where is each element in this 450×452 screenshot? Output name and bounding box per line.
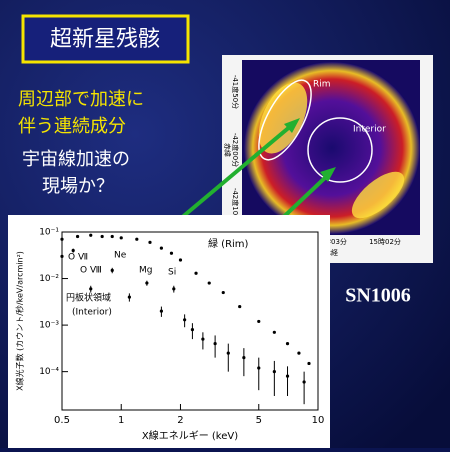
series-label: 円板状領域 (66, 292, 111, 304)
annotation: Mg (139, 266, 152, 276)
data-point (100, 234, 104, 239)
data-point (110, 268, 114, 272)
rim-bright (351, 171, 405, 219)
y-axis-label: X線光子数 (カウント/秒/keV/arcmin²) (15, 251, 25, 391)
data-point (207, 281, 211, 285)
object-name: SN1006 (345, 285, 411, 307)
data-point (201, 337, 205, 341)
data-point (183, 318, 187, 322)
label: Interior (353, 125, 386, 135)
chart-panel (8, 215, 330, 448)
text-line: 周辺部で加速に (18, 89, 144, 110)
data-point (110, 234, 114, 239)
label: Rim (313, 80, 331, 90)
data-point (272, 370, 276, 374)
data-point (71, 248, 75, 253)
data-point (89, 287, 93, 291)
dec-label: 赤緯 (223, 143, 232, 157)
data-point (127, 295, 131, 299)
x-tick-label: 10 (312, 415, 325, 426)
annotation: O Ⅷ (80, 266, 102, 276)
data-point (257, 366, 261, 370)
dec-tick: -42度00分 (231, 133, 240, 167)
y-tick-label: 10⁻² (39, 274, 59, 284)
title-box (21, 14, 190, 64)
arrow-head (284, 118, 300, 133)
data-point (302, 380, 306, 384)
data-point (60, 237, 64, 241)
x-tick-label: 2 (177, 415, 183, 426)
x-tick-label: 0.5 (54, 415, 70, 426)
dec-tick: -41度50分 (231, 75, 240, 109)
data-point (257, 319, 261, 324)
data-point (135, 237, 139, 241)
y-tick-label: 10⁻⁴ (39, 367, 59, 377)
ra-tick: 15時03分 (315, 237, 347, 246)
data-point (221, 290, 225, 295)
data-point (169, 251, 174, 255)
ra-label: 赤経 (324, 248, 338, 257)
annotation: Ne (114, 251, 127, 261)
data-point (238, 304, 242, 309)
y-tick-label: 10⁻³ (39, 321, 59, 331)
text-line: 宇宙線加速の (22, 149, 130, 170)
data-point (145, 281, 149, 285)
y-tick-label: 10⁻¹ (39, 228, 59, 238)
data-point (172, 287, 176, 291)
data-point (75, 234, 80, 239)
text-line: 現場か？ (42, 176, 114, 197)
data-point (148, 240, 152, 244)
arrow-head (320, 167, 336, 182)
rim-bright (258, 82, 308, 154)
data-point (272, 330, 276, 334)
text-line: 伴う連続成分 (18, 116, 126, 137)
data-point (297, 351, 301, 355)
data-point (285, 374, 290, 378)
dec-tick: -42度10分 (231, 188, 240, 222)
rim-region (258, 79, 312, 161)
data-point (89, 233, 93, 237)
series-label: 緑 (Rim) (208, 237, 249, 250)
data-point (178, 258, 183, 262)
data-point (226, 351, 230, 355)
data-point (159, 246, 163, 250)
data-point (285, 342, 290, 346)
x-axis-label: X線エネルギー (keV) (142, 429, 238, 442)
data-point (60, 254, 64, 258)
data-point (190, 328, 195, 332)
data-point (194, 271, 198, 275)
x-tick-label: 1 (118, 415, 124, 426)
annotation: Si (168, 268, 176, 278)
x-tick-label: 5 (256, 415, 262, 426)
interior-region (307, 117, 373, 183)
data-point (119, 236, 123, 240)
annotation: O Ⅶ (68, 253, 88, 263)
data-point (213, 342, 217, 346)
data-point (159, 309, 163, 313)
title: 超新星残骸 (50, 27, 160, 52)
plot-frame (61, 231, 319, 411)
data-point (307, 361, 311, 366)
data-point (242, 356, 246, 360)
annotation: (Interior) (72, 308, 112, 318)
ra-tick: 15時02分 (369, 237, 401, 246)
